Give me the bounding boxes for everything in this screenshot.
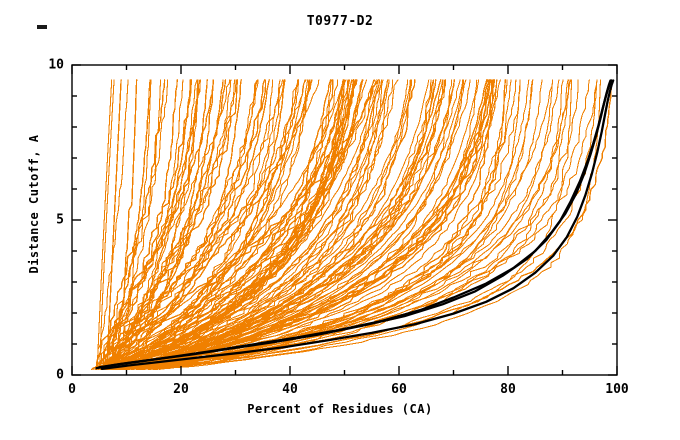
prediction-curve	[140, 79, 521, 370]
prediction-curve	[106, 79, 193, 371]
x-tick-label: 100	[605, 382, 629, 397]
prediction-curve	[115, 79, 394, 370]
prediction-curve	[98, 79, 169, 370]
prediction-curve	[115, 79, 437, 371]
y-tick-label: 0	[56, 367, 64, 383]
prediction-curve	[105, 79, 259, 370]
prediction-curve	[158, 79, 601, 370]
prediction-curve	[95, 79, 200, 370]
prediction-curve	[111, 79, 313, 371]
prediction-curve	[118, 79, 389, 370]
prediction-curve	[106, 79, 208, 371]
prediction-curve	[105, 79, 122, 371]
prediction-curve	[112, 79, 358, 371]
prediction-curve	[107, 79, 286, 371]
prediction-curve	[132, 79, 492, 371]
y-tick-label: 10	[48, 57, 64, 73]
x-tick-label: 60	[391, 382, 407, 397]
x-tick-label: 40	[282, 382, 298, 397]
prediction-curve	[97, 79, 162, 370]
corner-artifact-mark	[37, 25, 47, 29]
prediction-curve	[96, 79, 115, 370]
prediction-curve	[95, 79, 166, 371]
prediction-curve	[103, 79, 215, 371]
axis-ticks	[71, 64, 618, 376]
prediction-curve	[124, 79, 412, 370]
prediction-curve	[113, 79, 307, 370]
prediction-curve	[103, 79, 299, 370]
reference-curve	[100, 79, 615, 370]
prediction-curve	[109, 79, 281, 370]
chart-title: T0977-D2	[306, 14, 374, 29]
prediction-curve	[112, 79, 455, 370]
prediction-curve	[121, 79, 464, 370]
prediction-curve	[148, 79, 590, 370]
x-tick-label: 0	[68, 382, 76, 397]
prediction-curve	[101, 79, 138, 371]
reference-curve	[98, 79, 613, 369]
prediction-curve	[100, 79, 267, 371]
prediction-curve	[124, 79, 453, 370]
prediction-curve	[111, 79, 379, 371]
prediction-curve	[113, 79, 320, 370]
prediction-curve	[99, 79, 198, 370]
reference-curves	[95, 79, 615, 370]
prediction-curve	[101, 79, 152, 370]
prediction-curve	[110, 79, 355, 371]
prediction-curve	[115, 79, 379, 370]
prediction-curve	[122, 79, 377, 370]
prediction-curve	[101, 79, 266, 371]
y-tick-label: 5	[56, 212, 64, 228]
prediction-curve	[95, 79, 113, 370]
prediction-curve	[101, 79, 285, 370]
prediction-curve	[107, 79, 306, 370]
prediction-curve	[114, 79, 381, 371]
prediction-curve	[131, 79, 488, 371]
prediction-curve	[116, 79, 351, 370]
prediction-curve	[132, 79, 521, 370]
prediction-curve	[125, 79, 464, 370]
prediction-curve	[105, 79, 368, 370]
prediction-curve	[126, 79, 444, 370]
x-axis-title: Percent of Residues (CA)	[247, 402, 433, 416]
prediction-curve	[111, 79, 434, 370]
prediction-curve	[100, 79, 270, 371]
x-tick-label: 80	[500, 382, 516, 397]
x-tick-label: 20	[173, 382, 189, 397]
prediction-curve	[155, 79, 598, 370]
prediction-curve	[120, 79, 339, 370]
prediction-curve	[121, 79, 399, 370]
prediction-curve	[136, 79, 498, 370]
prediction-curve	[121, 79, 357, 371]
prediction-curve	[97, 79, 129, 370]
prediction-curves	[90, 79, 613, 371]
